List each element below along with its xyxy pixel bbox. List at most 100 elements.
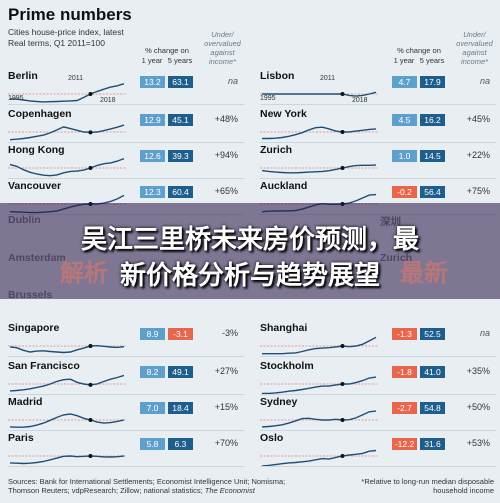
year-label-start: 1995 [260, 95, 276, 102]
change-1yr-cell: 4.7 [392, 76, 417, 88]
row-divider [260, 142, 496, 143]
change-5yr-cell: 54.8 [420, 402, 445, 414]
change-1yr-cell: 1.0 [392, 150, 417, 162]
series-line [9, 455, 125, 465]
row-divider [260, 356, 496, 357]
base-2011-marker [340, 166, 345, 170]
row-divider [8, 466, 244, 467]
valuation-value: +53% [466, 438, 490, 448]
city-name: Paris [8, 432, 34, 444]
footer-sources-economist: The Economist [204, 486, 255, 495]
row-divider [8, 430, 244, 431]
city-name: New York [260, 108, 307, 120]
change-5yr-cell: 18.4 [168, 402, 193, 414]
row-divider [260, 466, 496, 467]
valuation-value: +75% [466, 186, 490, 196]
base-2011-marker [340, 130, 345, 134]
change-5yr-cell: 14.5 [420, 150, 445, 162]
base-2011-marker [88, 344, 93, 348]
valuation-value: +65% [214, 186, 238, 196]
change-5yr-cell: 41.0 [420, 366, 445, 378]
series-line [9, 374, 125, 392]
change-1yr-cell: 4.5 [392, 114, 417, 126]
base-2011-marker [88, 454, 93, 458]
change-5yr-cell: 45.1 [168, 114, 193, 126]
city-name: Lisbon [260, 70, 295, 82]
sparkline [8, 454, 126, 465]
series-line [9, 157, 125, 177]
year-label-end: 2018 [352, 97, 368, 104]
change-1yr-cell: 12.6 [140, 150, 165, 162]
change-5yr-cell: 49.1 [168, 366, 193, 378]
col-5yr-header-left: 5 years [167, 56, 193, 65]
city-name: San Francisco [8, 360, 80, 372]
footer-sources-text: Sources: Bank for International Settleme… [8, 477, 286, 495]
series-line [261, 410, 377, 428]
year-label-mid: 2011 [320, 75, 336, 82]
city-name: Zurich [260, 144, 293, 156]
sparkline [260, 164, 378, 174]
footer-note: *Relative to long-run median disposable … [361, 477, 494, 495]
chart-ylabel: Real terms, Q1 2011=100 [8, 38, 105, 48]
sparkline [260, 410, 378, 428]
col-change-header-right: % change on [397, 46, 441, 55]
valuation-value: +35% [466, 366, 490, 376]
change-1yr-cell: 8.2 [140, 366, 165, 378]
change-1yr-cell: 8.9 [140, 328, 165, 340]
base-2011-marker [340, 382, 345, 386]
banner-line-2: 新价格分析与趋势展望 [119, 260, 380, 290]
change-1yr-cell: -1.8 [392, 366, 417, 378]
series-line [262, 336, 377, 355]
change-1yr-cell: 5.8 [140, 438, 165, 450]
row-divider [260, 394, 496, 395]
change-1yr-cell: 12.9 [140, 114, 165, 126]
series-line [261, 164, 377, 174]
year-label-start: 1995 [8, 95, 24, 102]
banner-ghost-left: 解析 [60, 260, 108, 287]
series-line [261, 449, 377, 467]
chart-title: Prime numbers [8, 5, 132, 24]
valuation-value: +45% [466, 114, 490, 124]
city-name: Oslo [260, 432, 284, 444]
base-2011-marker [88, 92, 93, 96]
valuation-value: +27% [214, 366, 238, 376]
base-2011-marker [340, 92, 345, 96]
col-1yr-header-right: 1 year [393, 56, 415, 65]
change-5yr-cell: 31.6 [420, 438, 445, 450]
change-1yr-cell: -1.3 [392, 328, 417, 340]
row-divider [8, 356, 244, 357]
city-name: Copenhagen [8, 108, 72, 120]
change-1yr-cell: -2.7 [392, 402, 417, 414]
sparkline [260, 449, 378, 467]
city-name: Sydney [260, 396, 298, 408]
series-line [262, 376, 377, 395]
sparkline [8, 374, 126, 392]
chart-subtitle: Cities house-price index, latest [8, 27, 124, 37]
change-5yr-cell: 16.2 [420, 114, 445, 126]
banner-ghost-right: 最新 [400, 260, 448, 287]
sparkline [260, 91, 378, 97]
sparkline [260, 376, 378, 395]
change-1yr-cell: 7.0 [140, 402, 165, 414]
base-2011-marker [340, 344, 345, 348]
series-line [9, 124, 125, 141]
footer-sources: Sources: Bank for International Settleme… [8, 477, 308, 495]
city-name: Auckland [260, 180, 308, 192]
col-uo-header-right: Under/ overvalued against income* [456, 30, 493, 66]
overlay-banner: 解析 最新 吴江三里桥未来房价预测，最 新价格分析与趋势展望 [0, 203, 500, 299]
valuation-value: na [479, 76, 490, 86]
sparkline [8, 344, 126, 354]
sparkline [8, 83, 126, 103]
col-uo-header-left: Under/ overvalued against income* [204, 30, 241, 66]
sparkline [260, 336, 378, 355]
valuation-value: na [227, 76, 238, 86]
city-name: Stockholm [260, 360, 314, 372]
col-1yr-header-left: 1 year [141, 56, 163, 65]
city-name: Shanghai [260, 322, 308, 334]
series-line [9, 413, 125, 428]
change-1yr-cell: -0.2 [392, 186, 417, 198]
series-line [9, 344, 125, 354]
base-2011-marker [88, 418, 93, 422]
base-2011-marker [340, 418, 345, 422]
